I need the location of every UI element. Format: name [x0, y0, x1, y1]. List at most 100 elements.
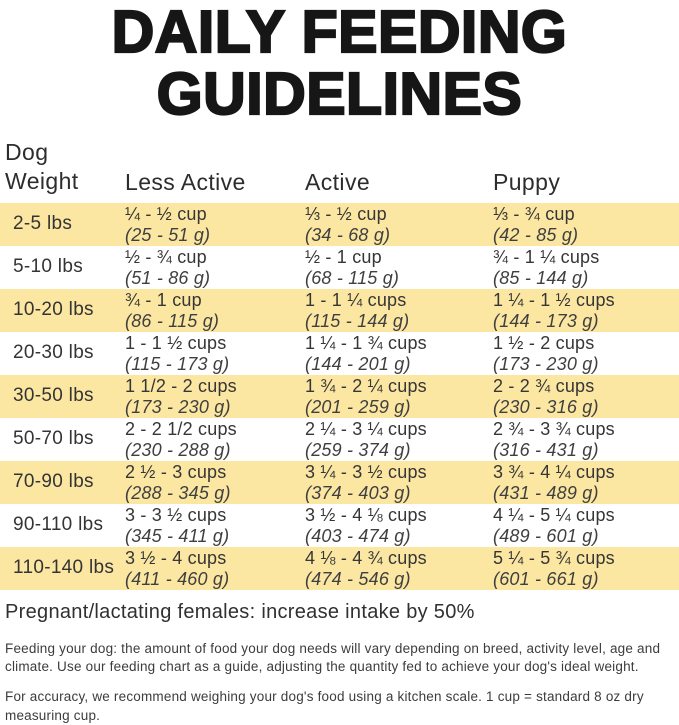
header-dog-weight-line1: Dog	[5, 138, 49, 165]
less-active-cell: 3 - 3 ½ cups (345 - 411 g)	[125, 504, 305, 546]
active-cell: 3 ½ - 4 ⅛ cups (403 - 474 g)	[305, 504, 493, 546]
table-row: 2-5 lbs ¼ - ½ cup (25 - 51 g) ⅓ - ½ cup …	[0, 202, 679, 246]
cups-amount: 2 - 2 ¾ cups	[493, 376, 595, 397]
cups-amount: 1 - 1 ½ cups	[125, 333, 227, 354]
less-active-cell: ¾ - 1 cup (86 - 115 g)	[125, 289, 305, 331]
grams-range: (34 - 68 g)	[305, 224, 391, 245]
active-cell: ⅓ - ½ cup (34 - 68 g)	[305, 203, 493, 245]
table-row: 90-110 lbs 3 - 3 ½ cups (345 - 411 g) 3 …	[0, 504, 679, 547]
grams-range: (25 - 51 g)	[125, 224, 211, 245]
weight-cell: 20-30 lbs	[13, 342, 94, 364]
less-active-cell: ¼ - ½ cup (25 - 51 g)	[125, 203, 305, 245]
grams-range: (86 - 115 g)	[125, 310, 220, 331]
grams-range: (173 - 230 g)	[493, 353, 599, 374]
cups-amount: 4 ¼ - 5 ¼ cups	[493, 505, 615, 526]
header-less-active: Less Active	[125, 168, 246, 195]
grams-range: (144 - 173 g)	[493, 310, 599, 331]
page-title: DAILY FEEDING GUIDELINES	[0, 0, 679, 126]
grams-range: (431 - 489 g)	[493, 482, 599, 503]
cups-amount: 3 - 3 ½ cups	[125, 505, 227, 526]
grams-range: (259 - 374 g)	[305, 439, 411, 460]
grams-range: (316 - 431 g)	[493, 439, 599, 460]
grams-range: (230 - 316 g)	[493, 396, 599, 417]
cups-amount: ⅓ - ¾ cup	[493, 204, 575, 225]
cups-amount: 1 ¼ - 1 ¾ cups	[305, 333, 427, 354]
puppy-cell: 1 ½ - 2 cups (173 - 230 g)	[493, 332, 679, 374]
grams-range: (411 - 460 g)	[125, 568, 230, 589]
header-dog-weight: Dog Weight	[0, 138, 125, 197]
page-title-line1: DAILY FEEDING	[111, 0, 568, 65]
weight-cell: 70-90 lbs	[13, 471, 94, 493]
grams-range: (85 - 144 g)	[493, 267, 589, 288]
weight-cell: 30-50 lbs	[13, 385, 94, 407]
cups-amount: 3 ½ - 4 cups	[125, 548, 227, 569]
weight-cell: 10-20 lbs	[13, 299, 94, 321]
table-header: Dog Weight Less Active Active Puppy	[0, 126, 679, 203]
grams-range: (115 - 144 g)	[305, 310, 410, 331]
active-cell: 1 ¼ - 1 ¾ cups (144 - 201 g)	[305, 332, 493, 374]
header-active: Active	[305, 168, 371, 195]
puppy-cell: ¾ - 1 ¼ cups (85 - 144 g)	[493, 246, 679, 288]
table-row: 30-50 lbs 1 1/2 - 2 cups (173 - 230 g) 1…	[0, 374, 679, 418]
grams-range: (345 - 411 g)	[125, 525, 230, 546]
cups-amount: 1 ½ - 2 cups	[493, 333, 595, 354]
puppy-cell: 1 ¼ - 1 ½ cups (144 - 173 g)	[493, 289, 679, 331]
cups-amount: 3 ¾ - 4 ¼ cups	[493, 462, 615, 483]
feeding-table: 2-5 lbs ¼ - ½ cup (25 - 51 g) ⅓ - ½ cup …	[0, 202, 679, 590]
grams-range: (115 - 173 g)	[125, 353, 230, 374]
feeding-footnote: Feeding your dog: the amount of food you…	[5, 640, 661, 675]
cups-amount: 3 ¼ - 3 ½ cups	[305, 462, 427, 483]
less-active-cell: 1 - 1 ½ cups (115 - 173 g)	[125, 332, 305, 374]
grams-range: (288 - 345 g)	[125, 482, 231, 503]
grams-range: (474 - 546 g)	[305, 568, 411, 589]
less-active-cell: ½ - ¾ cup (51 - 86 g)	[125, 246, 305, 288]
cups-amount: ½ - ¾ cup	[125, 247, 207, 268]
page-title-line2: GUIDELINES	[156, 60, 523, 127]
grams-range: (68 - 115 g)	[305, 267, 400, 288]
pregnant-note: Pregnant/lactating females: increase int…	[5, 600, 475, 623]
weight-cell: 50-70 lbs	[13, 428, 94, 450]
cups-amount: ¾ - 1 cup	[125, 290, 202, 311]
cups-amount: 3 ½ - 4 ⅛ cups	[305, 505, 427, 526]
header-dog-weight-line2: Weight	[5, 168, 79, 195]
header-puppy: Puppy	[493, 168, 561, 195]
weight-cell: 90-110 lbs	[13, 514, 104, 536]
cups-amount: ¼ - ½ cup	[125, 204, 207, 225]
active-cell: 3 ¼ - 3 ½ cups (374 - 403 g)	[305, 461, 493, 503]
cups-amount: 1 ¼ - 1 ½ cups	[493, 290, 615, 311]
grams-range: (230 - 288 g)	[125, 439, 231, 460]
grams-range: (51 - 86 g)	[125, 267, 211, 288]
less-active-cell: 2 - 2 1/2 cups (230 - 288 g)	[125, 418, 305, 460]
cups-amount: 1 - 1 ¼ cups	[305, 290, 407, 311]
active-cell: ½ - 1 cup (68 - 115 g)	[305, 246, 493, 288]
puppy-cell: 4 ¼ - 5 ¼ cups (489 - 601 g)	[493, 504, 679, 546]
grams-range: (201 - 259 g)	[305, 396, 411, 417]
table-row: 10-20 lbs ¾ - 1 cup (86 - 115 g) 1 - 1 ¼…	[0, 288, 679, 332]
grams-range: (601 - 661 g)	[493, 568, 599, 589]
active-cell: 2 ¼ - 3 ¼ cups (259 - 374 g)	[305, 418, 493, 460]
grams-range: (489 - 601 g)	[493, 525, 599, 546]
cups-amount: 2 ½ - 3 cups	[125, 462, 227, 483]
cups-amount: ¾ - 1 ¼ cups	[493, 247, 600, 268]
weight-cell: 5-10 lbs	[13, 256, 83, 278]
less-active-cell: 1 1/2 - 2 cups (173 - 230 g)	[125, 375, 305, 417]
cups-amount: 5 ¼ - 5 ¾ cups	[493, 548, 615, 569]
cups-amount: 1 1/2 - 2 cups	[125, 376, 237, 397]
cups-amount: ½ - 1 cup	[305, 247, 382, 268]
cups-amount: 2 ¾ - 3 ¾ cups	[493, 419, 615, 440]
active-cell: 1 ¾ - 2 ¼ cups (201 - 259 g)	[305, 375, 493, 417]
active-cell: 4 ⅛ - 4 ¾ cups (474 - 546 g)	[305, 547, 493, 589]
puppy-cell: 5 ¼ - 5 ¾ cups (601 - 661 g)	[493, 547, 679, 589]
puppy-cell: 2 ¾ - 3 ¾ cups (316 - 431 g)	[493, 418, 679, 460]
cups-amount: ⅓ - ½ cup	[305, 204, 387, 225]
less-active-cell: 3 ½ - 4 cups (411 - 460 g)	[125, 547, 305, 589]
active-cell: 1 - 1 ¼ cups (115 - 144 g)	[305, 289, 493, 331]
table-row: 70-90 lbs 2 ½ - 3 cups (288 - 345 g) 3 ¼…	[0, 460, 679, 504]
grams-range: (144 - 201 g)	[305, 353, 411, 374]
cups-amount: 1 ¾ - 2 ¼ cups	[305, 376, 427, 397]
weight-cell: 2-5 lbs	[13, 213, 73, 235]
grams-range: (42 - 85 g)	[493, 224, 579, 245]
grams-range: (403 - 474 g)	[305, 525, 411, 546]
puppy-cell: ⅓ - ¾ cup (42 - 85 g)	[493, 203, 679, 245]
